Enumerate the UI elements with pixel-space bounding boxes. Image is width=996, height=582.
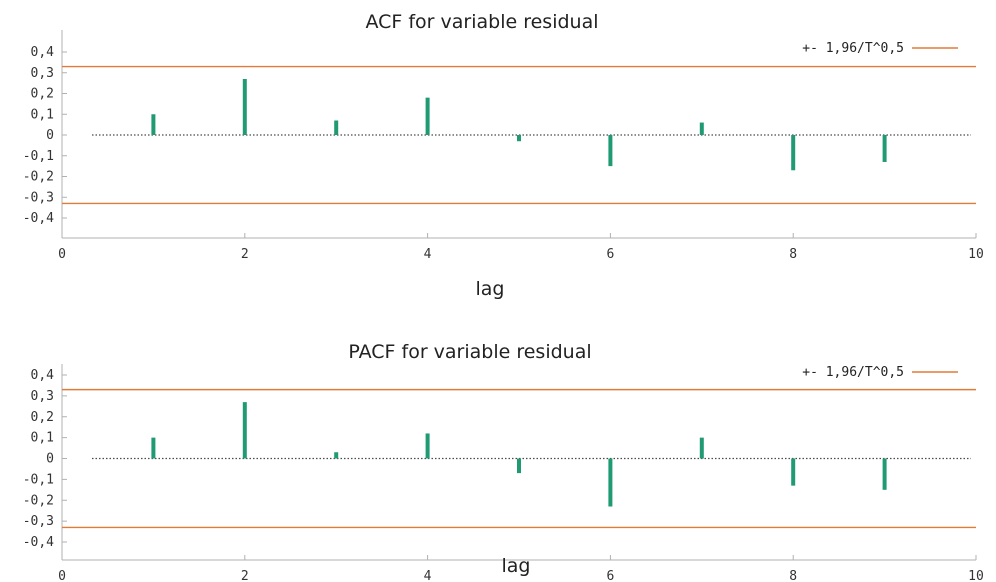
- x-axis-label: lag: [476, 278, 505, 300]
- x-tick-label: 6: [606, 569, 614, 582]
- y-tick-label: 0,4: [31, 45, 55, 60]
- chart-panel-pacf: PACF for variable residual 0,4 0,3 0,2 0,1 0 -…: [23, 341, 984, 582]
- x-tick-label: 4: [424, 569, 432, 582]
- x-tick-label: 0: [58, 569, 66, 582]
- x-tick-label: 4: [424, 247, 432, 262]
- y-tick-label: -0,1: [23, 149, 54, 164]
- y-tick-label: 0,3: [31, 66, 54, 81]
- x-tick-label: 0: [58, 247, 66, 262]
- y-tick-label: 0,1: [31, 107, 54, 122]
- y-tick-label: -0,4: [23, 535, 54, 550]
- y-tick-label: 0,2: [31, 410, 54, 425]
- y-tick-label: -0,3: [23, 514, 54, 529]
- legend-label: +- 1,96/T^0,5: [802, 365, 904, 380]
- legend-label: +- 1,96/T^0,5: [802, 41, 904, 56]
- chart-title: PACF for variable residual: [348, 341, 591, 363]
- y-tick-label: 0: [46, 452, 54, 467]
- y-tick-label: -0,3: [23, 190, 54, 205]
- x-tick-label: 2: [241, 247, 249, 262]
- y-tick-label: -0,4: [23, 211, 54, 226]
- x-tick-label: 10: [968, 247, 984, 262]
- x-tick-label: 8: [789, 247, 797, 262]
- y-tick-label: -0,1: [23, 472, 54, 487]
- x-tick-label: 2: [241, 569, 249, 582]
- legend: +- 1,96/T^0,5: [802, 365, 958, 380]
- legend: +- 1,96/T^0,5: [802, 41, 958, 56]
- y-tick-label: 0,2: [31, 87, 54, 102]
- x-tick-label: 6: [606, 247, 614, 262]
- chart-title: ACF for variable residual: [365, 11, 598, 33]
- y-tick-label: 0,1: [31, 431, 54, 446]
- x-axis-label: lag: [502, 555, 531, 577]
- x-tick-label: 10: [968, 569, 984, 582]
- x-tick-label: 8: [789, 569, 797, 582]
- y-tick-label: 0,3: [31, 389, 54, 404]
- y-tick-label: 0: [46, 128, 54, 143]
- y-tick-label: -0,2: [23, 170, 54, 185]
- y-tick-label: -0,2: [23, 493, 54, 508]
- y-tick-label: 0,4: [31, 368, 55, 383]
- chart-panel-acf: ACF for variable residual 0,4 0,3 0,2 0,1 0 -0…: [23, 11, 984, 300]
